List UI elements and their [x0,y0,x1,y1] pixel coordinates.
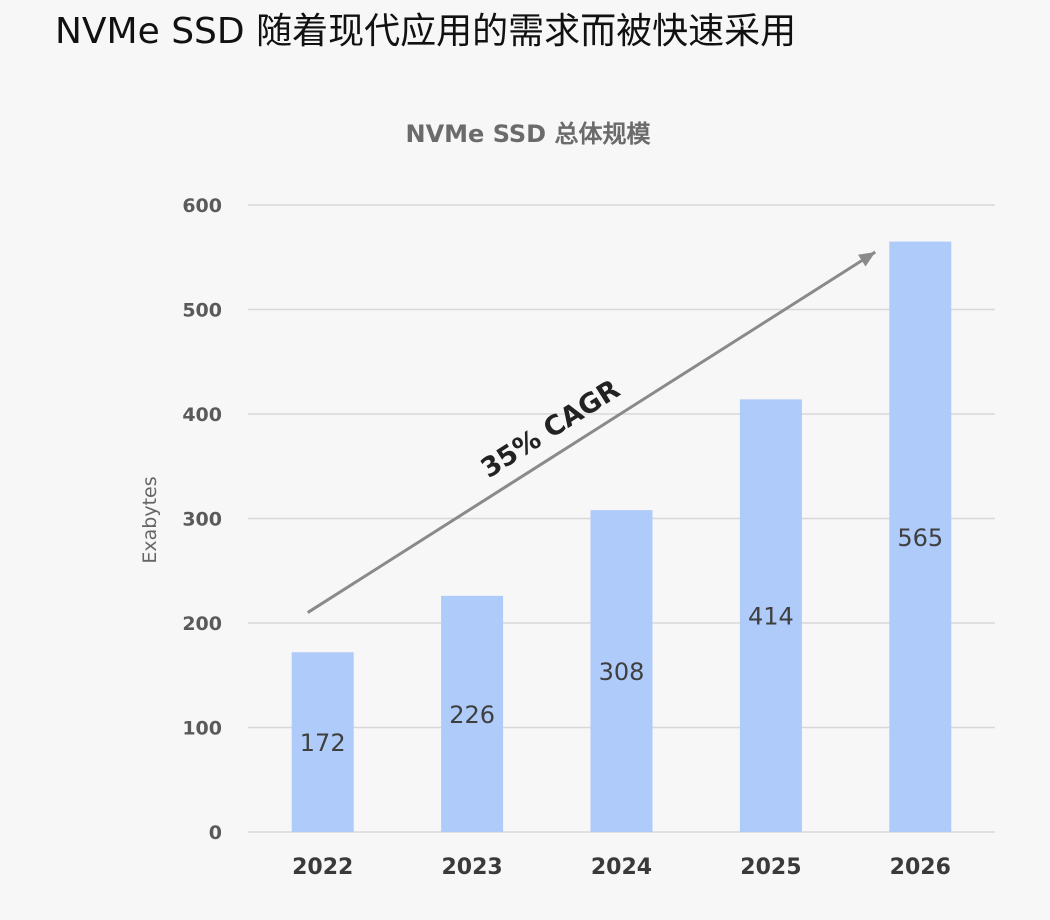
cagr-arrow-head [858,252,876,267]
bar-2022 [291,652,354,832]
cagr-label: 35% CAGR [476,374,626,485]
y-tick-label: 100 [182,718,222,740]
x-tick-label-2026: 2026 [890,855,951,880]
x-tick-label-2025: 2025 [740,855,801,880]
x-tick-label-2022: 2022 [292,855,353,880]
y-tick-label: 300 [182,509,222,531]
bar-2023 [441,595,504,832]
y-tick-label: 0 [209,822,222,844]
data-label-2026: 565 [897,524,943,552]
bar-2026 [889,241,952,832]
data-labels: 172 226 308 414 565 [300,524,943,757]
bar-2025 [739,399,802,832]
y-tick-label: 400 [182,404,222,426]
data-label-2025: 414 [748,603,794,631]
x-tick-label-2023: 2023 [441,855,502,880]
y-axis-label: Exabytes [139,476,161,563]
y-tick-label: 500 [182,300,222,322]
page-title: NVMe SSD 随着现代应用的需求而被快速采用 [55,11,797,52]
x-axis-ticks: 2022 2023 2024 2025 2026 [292,855,951,880]
data-label-2022: 172 [300,729,346,757]
cagr-arrow-line [306,250,877,614]
x-tick-label-2024: 2024 [591,855,652,880]
y-axis-ticks: 0 100 200 300 400 500 600 [182,195,222,844]
bar-2024 [590,510,653,832]
data-label-2024: 308 [599,658,645,686]
y-tick-label: 600 [182,195,222,217]
bars [291,241,952,832]
data-label-2023: 226 [449,701,495,729]
y-tick-label: 200 [182,613,222,635]
chart-title: NVMe SSD 总体规模 [406,120,652,148]
